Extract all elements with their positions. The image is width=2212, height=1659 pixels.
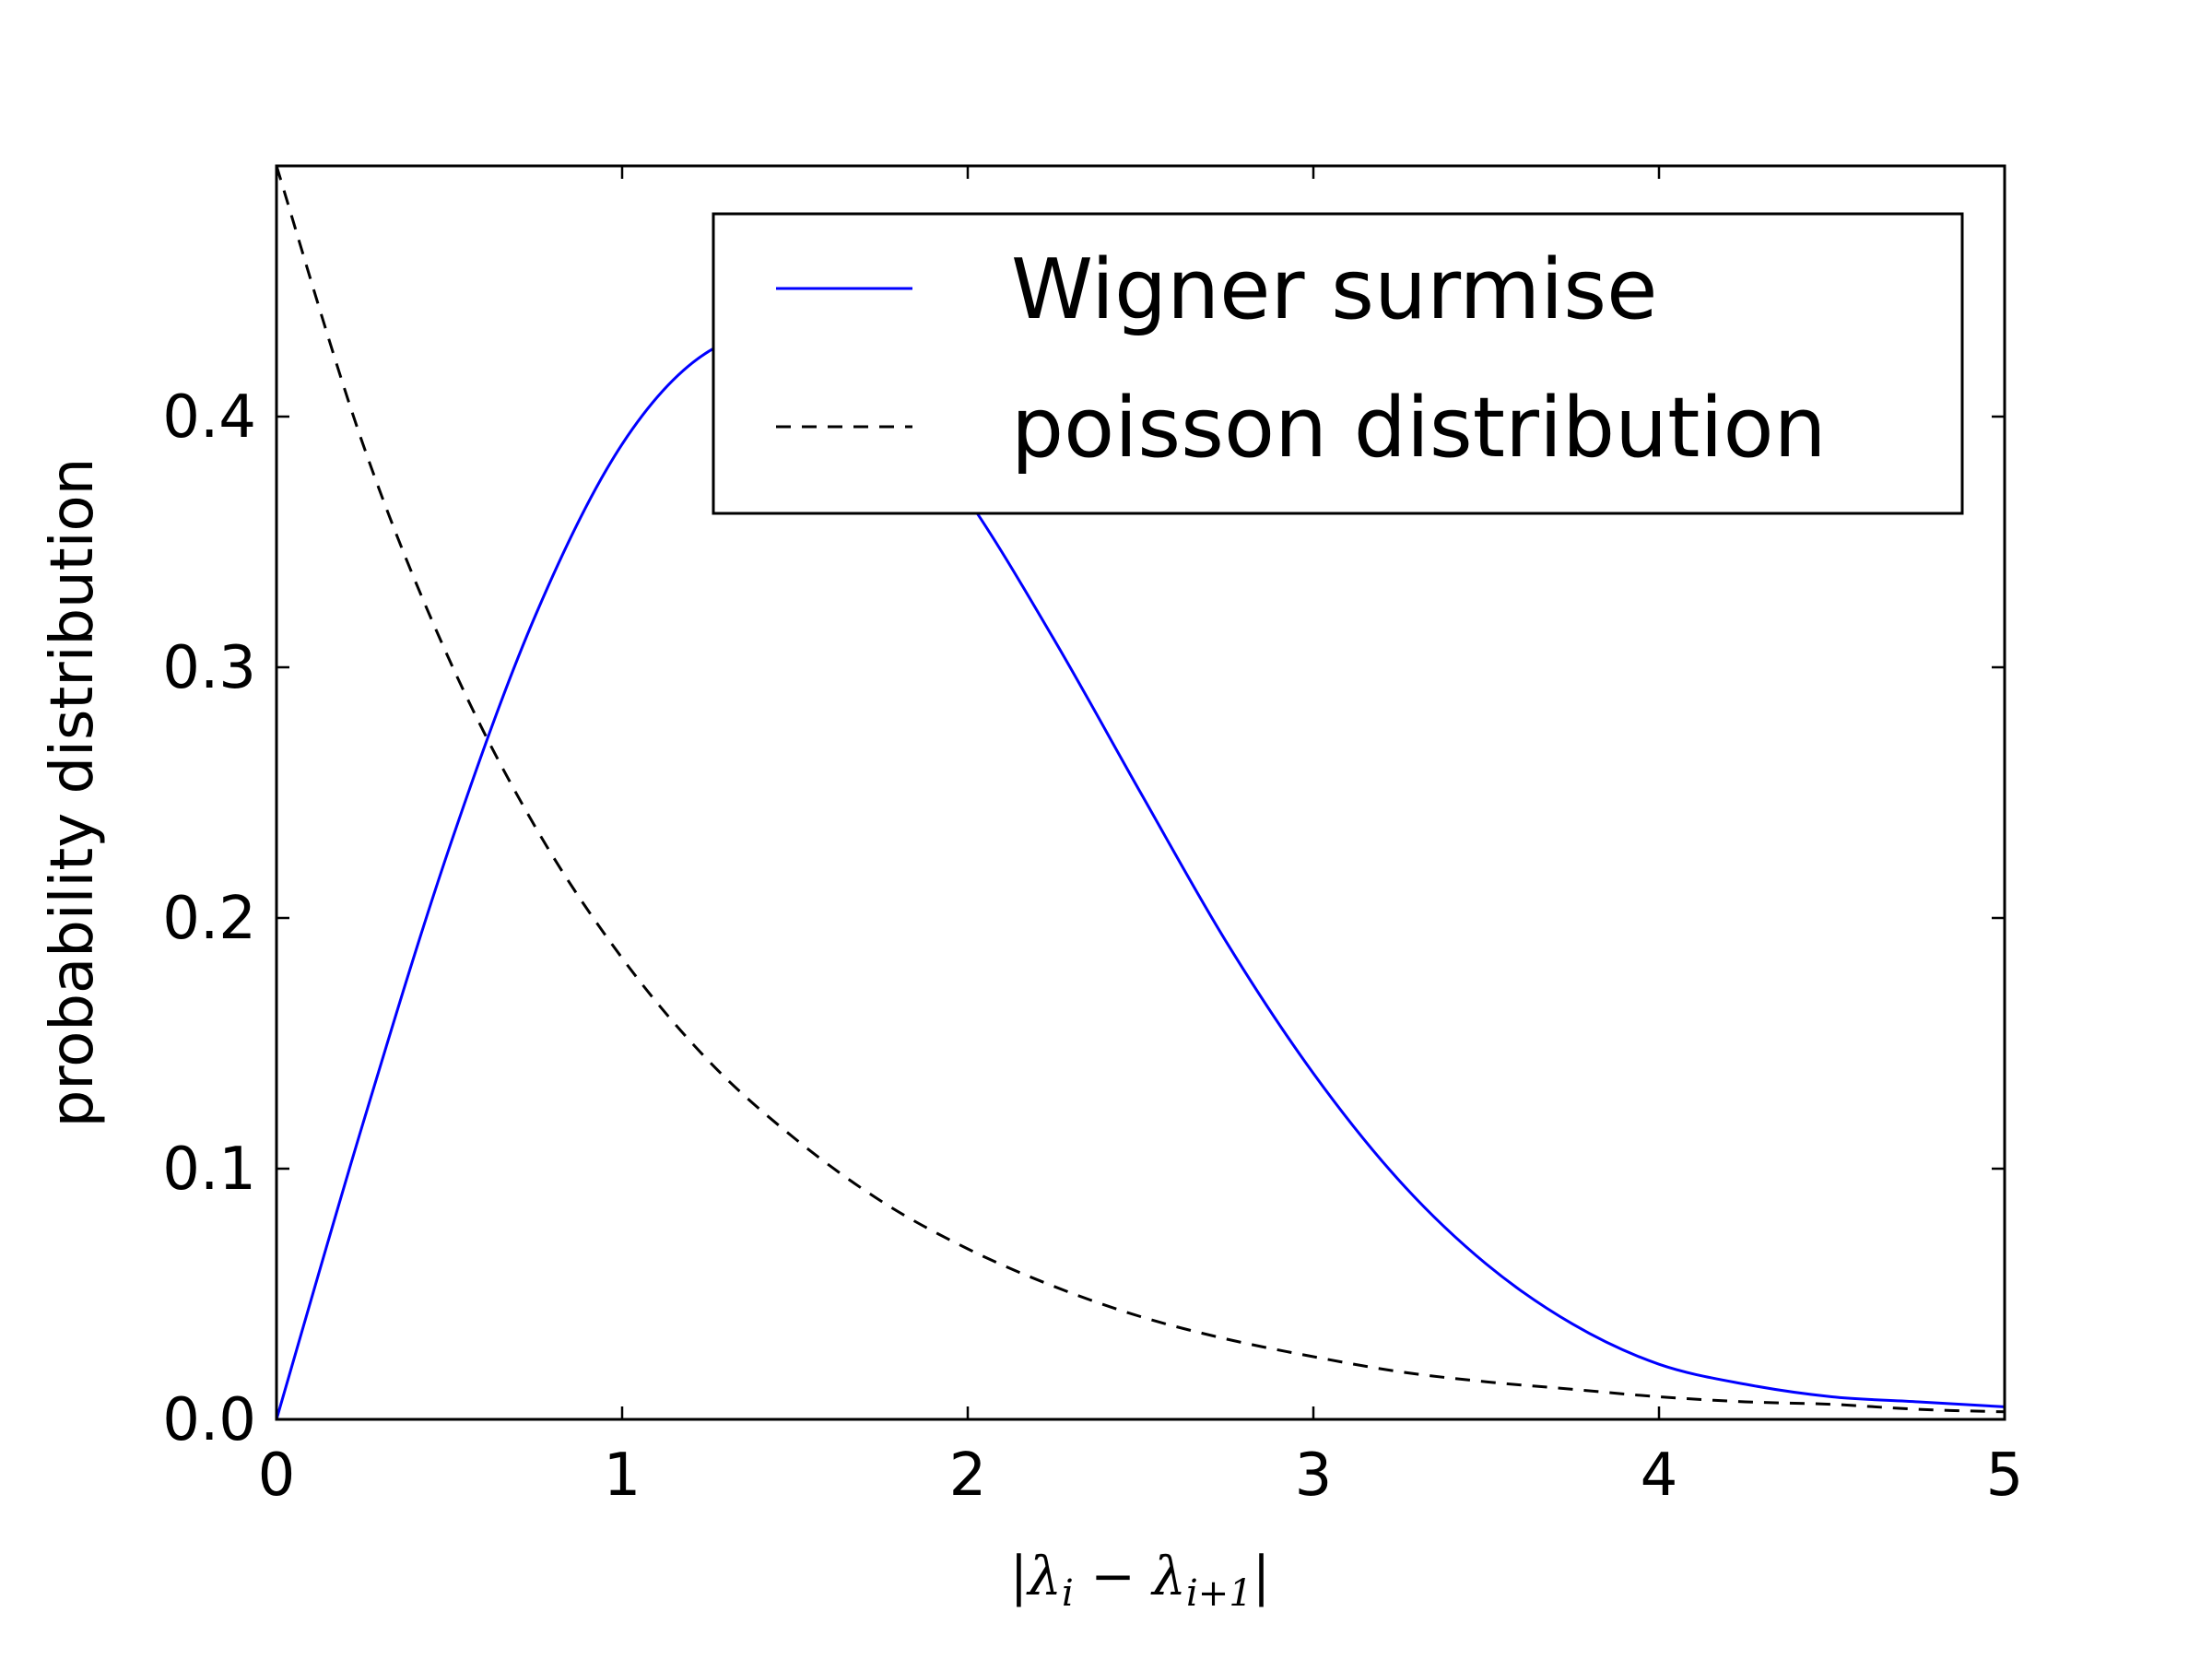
y-tick-label: 0.2 [162, 885, 256, 953]
x-tick-label: 1 [604, 1441, 641, 1510]
x-tick-label: 5 [1986, 1441, 2024, 1510]
plot-area [275, 165, 2006, 1420]
x-tick-label: 0 [258, 1441, 296, 1510]
x-axis-label: |λi − λi+1| [1010, 1545, 1271, 1615]
y-axis-label: probability distribution [39, 458, 107, 1128]
tick-labels: 0 1 2 3 4 5 0.0 0.1 0.2 0.3 0.4 [162, 383, 2023, 1510]
legend: Wigner surmise poisson distribution [712, 212, 1964, 515]
axes-frame [275, 164, 2006, 1421]
ticks [275, 166, 2006, 1421]
series-line-wigner-surmise [275, 332, 2006, 1420]
legend-box [712, 212, 1964, 515]
x-tick-label: 2 [949, 1441, 987, 1510]
legend-label-wigner-surmise: Wigner surmise [1011, 241, 1657, 338]
y-tick-label: 0.0 [162, 1386, 256, 1454]
x-tick-label: 3 [1295, 1441, 1333, 1510]
y-tick-label: 0.4 [162, 383, 256, 452]
legend-label-poisson-distribution: poisson distribution [1011, 380, 1827, 477]
y-tick-label: 0.1 [162, 1135, 256, 1204]
x-tick-label: 4 [1641, 1441, 1678, 1510]
y-tick-label: 0.3 [162, 634, 256, 702]
series-line-poisson-distribution [275, 165, 2006, 1414]
